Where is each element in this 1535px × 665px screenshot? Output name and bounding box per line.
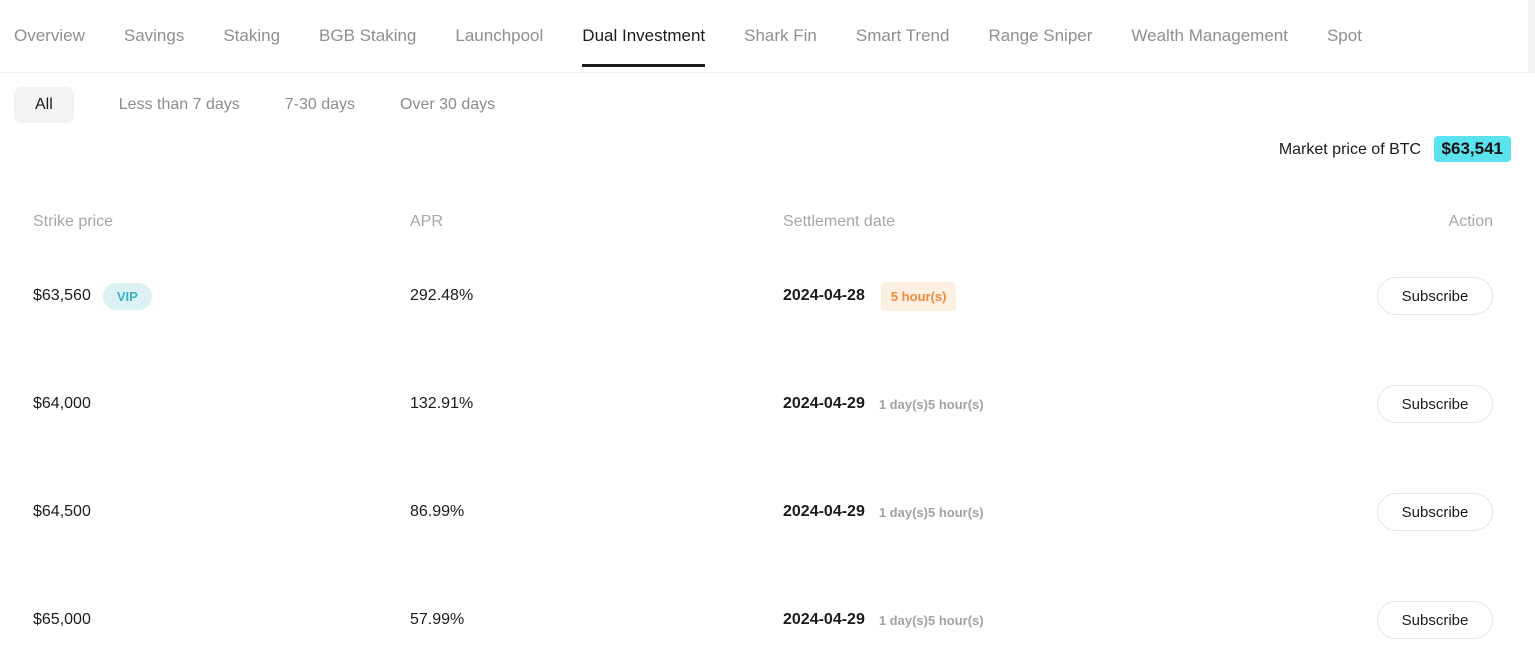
apr-value: 132.91%	[410, 395, 474, 412]
header-action: Action	[1448, 213, 1493, 230]
market-price-row: Market price of BTC $63,541	[0, 136, 1511, 162]
subscribe-button[interactable]: Subscribe	[1377, 277, 1493, 315]
settlement-date: 2024-04-29	[783, 611, 865, 628]
action-cell: Subscribe	[1373, 601, 1493, 639]
time-left-text: 1 day(s)5 hour(s)	[878, 396, 984, 412]
table-row: $63,560 VIP 292.48% 2024-04-28 5 hour(s)…	[33, 246, 1493, 346]
settlement-cell: 2024-04-28 5 hour(s)	[783, 281, 1373, 311]
apr-value: 292.48%	[410, 287, 474, 304]
strike-price: $65,000	[33, 611, 91, 628]
tab-wealth-management[interactable]: Wealth Management	[1131, 26, 1288, 45]
time-left-badge: 5 hour(s)	[880, 281, 957, 311]
dual-investment-table: Strike price APR Settlement date Action …	[0, 206, 1535, 665]
subscribe-button[interactable]: Subscribe	[1377, 601, 1493, 639]
time-left-text: 1 day(s)5 hour(s)	[878, 612, 984, 628]
header-apr: APR	[410, 213, 443, 230]
settlement-cell: 2024-04-29 1 day(s)5 hour(s)	[783, 611, 1373, 629]
strike-price-cell: $64,000	[33, 395, 410, 413]
settlement-date: 2024-04-29	[783, 395, 865, 412]
action-cell: Subscribe	[1373, 385, 1493, 423]
action-cell: Subscribe	[1373, 277, 1493, 315]
strike-price: $64,000	[33, 395, 91, 412]
settlement-date: 2024-04-28	[783, 287, 865, 304]
tab-overview[interactable]: Overview	[14, 26, 85, 45]
tab-bgb-staking[interactable]: BGB Staking	[319, 26, 417, 45]
product-nav: Overview Savings Staking BGB Staking Lau…	[0, 0, 1535, 73]
strike-price-cell: $65,000	[33, 611, 410, 629]
filter-7-30-days[interactable]: 7-30 days	[284, 96, 356, 113]
apr-cell: 292.48%	[410, 287, 783, 305]
tab-spot[interactable]: Spot	[1326, 26, 1362, 45]
strike-price: $64,500	[33, 503, 91, 520]
tab-launchpool[interactable]: Launchpool	[455, 26, 544, 45]
market-price-value: $63,541	[1433, 136, 1511, 162]
apr-cell: 132.91%	[410, 395, 783, 413]
market-price-label: Market price of BTC	[1278, 141, 1422, 158]
vip-badge: VIP	[102, 282, 152, 310]
settlement-cell: 2024-04-29 1 day(s)5 hour(s)	[783, 503, 1373, 521]
filter-all[interactable]: All	[14, 87, 74, 123]
settlement-cell: 2024-04-29 1 day(s)5 hour(s)	[783, 395, 1373, 413]
header-strike-price: Strike price	[33, 213, 114, 230]
apr-cell: 86.99%	[410, 503, 783, 521]
time-left-text: 1 day(s)5 hour(s)	[878, 504, 984, 520]
duration-filters: All Less than 7 days 7-30 days Over 30 d…	[14, 87, 1535, 123]
strike-price-cell: $63,560 VIP	[33, 282, 410, 310]
scrollbar-track[interactable]	[1528, 0, 1535, 72]
tab-staking[interactable]: Staking	[223, 26, 281, 45]
table-row: $65,000 57.99% 2024-04-29 1 day(s)5 hour…	[33, 570, 1493, 665]
table-row: $64,000 132.91% 2024-04-29 1 day(s)5 hou…	[33, 354, 1493, 454]
filter-less-than-7-days[interactable]: Less than 7 days	[118, 96, 240, 113]
header-settlement-date: Settlement date	[783, 213, 896, 230]
tab-shark-fin[interactable]: Shark Fin	[744, 26, 817, 45]
apr-cell: 57.99%	[410, 611, 783, 629]
tab-smart-trend[interactable]: Smart Trend	[855, 26, 950, 45]
action-cell: Subscribe	[1373, 493, 1493, 531]
apr-value: 57.99%	[410, 611, 465, 628]
strike-price-cell: $64,500	[33, 503, 410, 521]
table-header-row: Strike price APR Settlement date Action	[33, 206, 1493, 238]
tab-savings[interactable]: Savings	[123, 26, 185, 45]
filter-over-30-days[interactable]: Over 30 days	[400, 96, 496, 113]
tab-dual-investment[interactable]: Dual Investment	[582, 0, 705, 72]
apr-value: 86.99%	[410, 503, 465, 520]
subscribe-button[interactable]: Subscribe	[1377, 385, 1493, 423]
strike-price: $63,560	[33, 287, 91, 304]
tab-range-sniper[interactable]: Range Sniper	[988, 26, 1093, 45]
settlement-date: 2024-04-29	[783, 503, 865, 520]
subscribe-button[interactable]: Subscribe	[1377, 493, 1493, 531]
table-row: $64,500 86.99% 2024-04-29 1 day(s)5 hour…	[33, 462, 1493, 562]
